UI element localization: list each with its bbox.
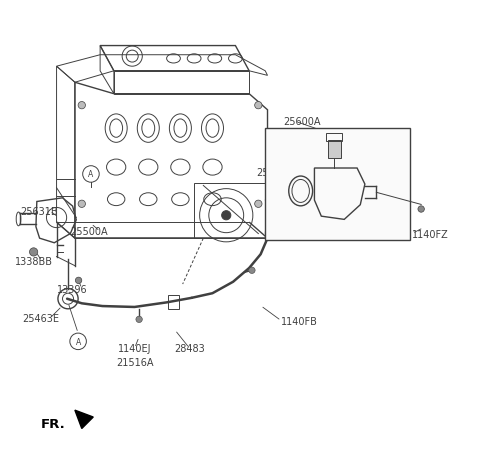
Text: 1140FZ: 1140FZ — [412, 229, 449, 239]
Circle shape — [418, 207, 424, 213]
Circle shape — [255, 201, 262, 208]
Polygon shape — [75, 410, 93, 429]
Text: 25620A: 25620A — [297, 222, 335, 232]
Circle shape — [78, 102, 85, 110]
Circle shape — [222, 211, 231, 220]
Text: 21516A: 21516A — [116, 357, 153, 367]
Text: 1140EJ: 1140EJ — [118, 343, 151, 353]
Bar — [328, 140, 341, 158]
Text: A: A — [88, 170, 94, 179]
Bar — [168, 296, 179, 309]
Circle shape — [78, 201, 85, 208]
Text: 25463E: 25463E — [22, 314, 59, 324]
Circle shape — [249, 268, 255, 274]
Text: 39220G: 39220G — [357, 149, 396, 159]
Text: 1140FB: 1140FB — [281, 316, 318, 326]
Circle shape — [136, 316, 142, 323]
Bar — [326, 134, 342, 142]
Text: 25500A: 25500A — [70, 227, 108, 237]
Text: 25600A: 25600A — [284, 117, 321, 127]
Circle shape — [75, 278, 82, 284]
Text: 28483: 28483 — [174, 343, 205, 353]
Circle shape — [29, 248, 38, 257]
Text: 1338BB: 1338BB — [15, 257, 53, 267]
Text: A: A — [75, 337, 81, 346]
Circle shape — [255, 102, 262, 110]
Text: 25631B: 25631B — [20, 206, 58, 216]
Text: FR.: FR. — [40, 418, 65, 431]
Text: 25623R: 25623R — [256, 168, 294, 177]
Text: 13396: 13396 — [57, 284, 87, 294]
Bar — [265, 129, 410, 241]
